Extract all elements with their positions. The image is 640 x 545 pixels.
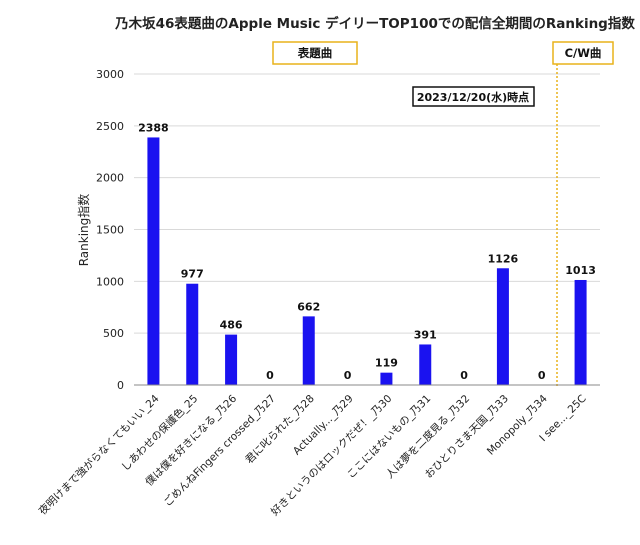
value-label: 977 (181, 268, 204, 281)
bars (147, 137, 587, 385)
x-tick-label: 君に叱られた_乃28 (243, 393, 317, 467)
group-label-box-title-songs: 表題曲 (272, 41, 358, 65)
group-label-box-border (552, 41, 614, 65)
value-label: 119 (375, 357, 398, 370)
y-tick-label: 1000 (96, 275, 124, 288)
group-label-title-songs: 表題曲 (297, 46, 333, 60)
bar (186, 283, 199, 385)
bar (380, 372, 393, 385)
y-axis-label: Ranking指数 (76, 194, 91, 267)
y-tick-label: 3000 (96, 68, 124, 81)
group-label-coupling-songs: C/W曲 (565, 46, 602, 60)
chart-title: 乃木坂46表題曲のApple Music デイリーTOP100での配信全期間のR… (114, 15, 635, 32)
value-label: 1013 (565, 264, 596, 277)
value-label: 2388 (138, 121, 169, 134)
bar (302, 316, 315, 385)
value-label: 0 (266, 369, 274, 382)
value-label: 0 (344, 369, 352, 382)
value-labels: 2388 977 486 0 662 0 119 391 0 1126 0 1013 (138, 121, 596, 382)
y-tick-label: 500 (103, 327, 124, 340)
date-annotation-text: 2023/12/20(水)時点 (417, 90, 529, 104)
group-label-box-coupling-songs: C/W曲 (552, 41, 614, 65)
value-label: 391 (414, 328, 437, 341)
group-label-box-border (272, 41, 358, 65)
y-tick-label: 2000 (96, 172, 124, 185)
gridlines (134, 73, 600, 334)
value-label: 1126 (488, 252, 519, 265)
bar (225, 334, 238, 385)
date-annotation-border (412, 86, 535, 107)
bar (574, 279, 587, 385)
y-tick-label: 0 (117, 379, 124, 392)
x-tick-labels: 夜明けまで強がらなくてもいい_24しあわせの保護色_25僕は僕を好きになる_乃2… (36, 392, 589, 519)
value-label: 0 (538, 369, 546, 382)
x-tick-label: しあわせの保護色_25 (119, 392, 201, 474)
value-label: 486 (220, 319, 243, 332)
bar (147, 137, 160, 385)
bar (496, 268, 509, 385)
y-tick-labels: 0 500 1000 1500 2000 2500 3000 (96, 68, 124, 392)
date-annotation: 2023/12/20(水)時点 (412, 86, 535, 107)
value-label: 662 (297, 300, 320, 313)
y-tick-label: 1500 (96, 224, 124, 237)
bar (419, 344, 432, 385)
y-tick-label: 2500 (96, 120, 124, 133)
value-label: 0 (460, 369, 468, 382)
